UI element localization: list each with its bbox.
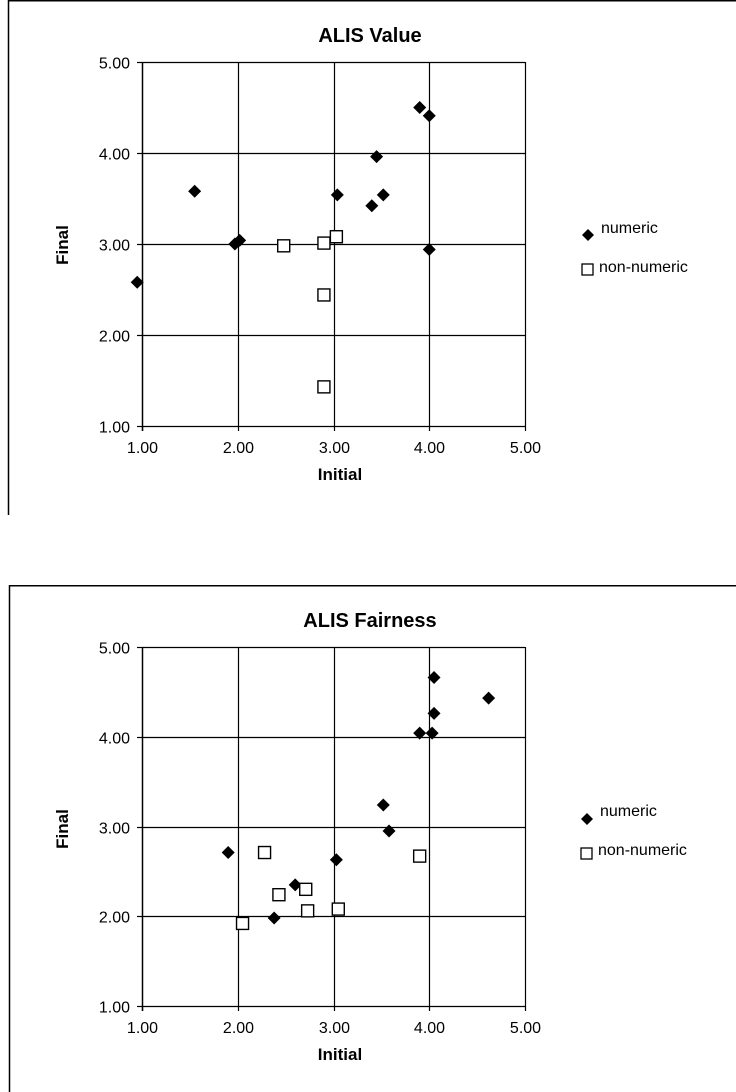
scatter-chart-alis-value: ALIS Value 1.00 2.00 3.00 4.00 5.00 1.00 2.00… [7, 0, 736, 515]
data-point-numeric [370, 150, 384, 164]
data-point-numeric [376, 188, 390, 202]
data-point-numeric [382, 824, 396, 838]
data-point-non-numeric [235, 916, 250, 931]
data-point-numeric [413, 726, 427, 740]
legend-diamond-marker [582, 229, 594, 241]
legend-label-non-numeric: non-numeric [599, 259, 688, 276]
data-point-numeric [427, 706, 441, 720]
chart-panel-alis-value: ALIS Value 1.00 2.00 3.00 4.00 5.00 1.00 2.00… [0, 0, 736, 515]
data-point-numeric [365, 199, 379, 213]
data-point-numeric [267, 911, 281, 925]
data-point-non-numeric [329, 230, 344, 244]
y-axis-ticks: 1.00 2.00 3.00 4.00 5.00 [99, 56, 142, 437]
data-point-numeric [376, 798, 390, 812]
data-point-numeric [221, 846, 235, 860]
y-tick-label: 1.00 [99, 420, 130, 437]
data-point-numeric [482, 691, 496, 705]
y-tick-label: 5.00 [99, 641, 130, 658]
x-tick-label: 5.00 [510, 440, 541, 457]
x-axis-label: Initial [318, 1045, 362, 1064]
legend-label-numeric: numeric [600, 803, 657, 820]
x-tick-label: 3.00 [319, 1020, 350, 1037]
data-point-numeric [233, 233, 247, 247]
legend-square-marker [580, 847, 593, 860]
x-tick-label: 4.00 [414, 440, 445, 457]
chart-legend: numeric non-numeric [580, 803, 687, 860]
y-tick-label: 4.00 [99, 731, 130, 748]
data-point-numeric [288, 878, 302, 892]
y-axis-label: Final [53, 809, 72, 849]
data-point-numeric [130, 275, 144, 289]
legend-label-non-numeric: non-numeric [598, 842, 687, 859]
data-point-non-numeric [257, 845, 272, 860]
legend-square-marker [581, 263, 594, 276]
data-point-numeric [329, 853, 343, 867]
x-axis-ticks: 1.00 2.00 3.00 4.00 5.00 [127, 1006, 541, 1037]
x-axis-ticks: 1.00 2.00 3.00 4.00 5.00 [127, 426, 541, 457]
data-point-numeric [330, 188, 344, 202]
y-tick-label: 2.00 [99, 329, 130, 346]
data-point-non-numeric [317, 288, 331, 302]
data-point-non-numeric [272, 888, 286, 902]
plot-grid [141, 646, 527, 1011]
chart-title: ALIS Fairness [303, 610, 436, 632]
y-tick-label: 2.00 [99, 910, 130, 927]
y-tick-label: 1.00 [99, 1000, 130, 1017]
chart-title: ALIS Value [318, 25, 421, 47]
data-point-non-numeric [300, 904, 315, 918]
x-tick-label: 5.00 [510, 1020, 541, 1037]
data-points [221, 671, 496, 931]
data-point-non-numeric [277, 239, 291, 253]
y-tick-label: 3.00 [99, 821, 130, 838]
data-point-numeric [422, 242, 436, 256]
x-tick-label: 3.00 [319, 440, 350, 457]
x-tick-label: 4.00 [414, 1020, 445, 1037]
x-tick-label: 2.00 [223, 1020, 254, 1037]
y-axis-label: Final [53, 225, 72, 265]
plot-grid [141, 61, 527, 431]
y-tick-label: 4.00 [99, 147, 130, 164]
data-point-non-numeric [317, 380, 331, 394]
legend-diamond-marker [581, 813, 593, 825]
y-tick-label: 5.00 [99, 56, 130, 73]
x-tick-label: 1.00 [127, 440, 158, 457]
y-tick-label: 3.00 [99, 238, 130, 255]
data-point-non-numeric [317, 236, 331, 250]
y-axis-ticks: 1.00 2.00 3.00 4.00 5.00 [99, 641, 142, 1017]
legend-label-numeric: numeric [601, 220, 658, 237]
data-point-non-numeric [412, 849, 427, 863]
data-points [130, 101, 436, 394]
scatter-chart-alis-fairness: ALIS Fairness 1.00 2.00 3.00 4.00 5.00 1.00 2… [8, 585, 736, 1092]
x-axis-label: Initial [318, 465, 362, 484]
chart-legend: numeric non-numeric [581, 220, 688, 276]
data-point-numeric [427, 671, 441, 685]
data-point-non-numeric [331, 902, 345, 916]
data-point-numeric [413, 101, 427, 114]
data-point-numeric [188, 184, 202, 198]
x-tick-label: 2.00 [223, 440, 254, 457]
chart-panel-alis-fairness: ALIS Fairness 1.00 2.00 3.00 4.00 5.00 1.00 2… [0, 585, 736, 1092]
data-point-non-numeric [299, 882, 313, 897]
x-tick-label: 1.00 [127, 1020, 158, 1037]
data-point-numeric [422, 109, 436, 123]
data-point-numeric [425, 726, 439, 740]
